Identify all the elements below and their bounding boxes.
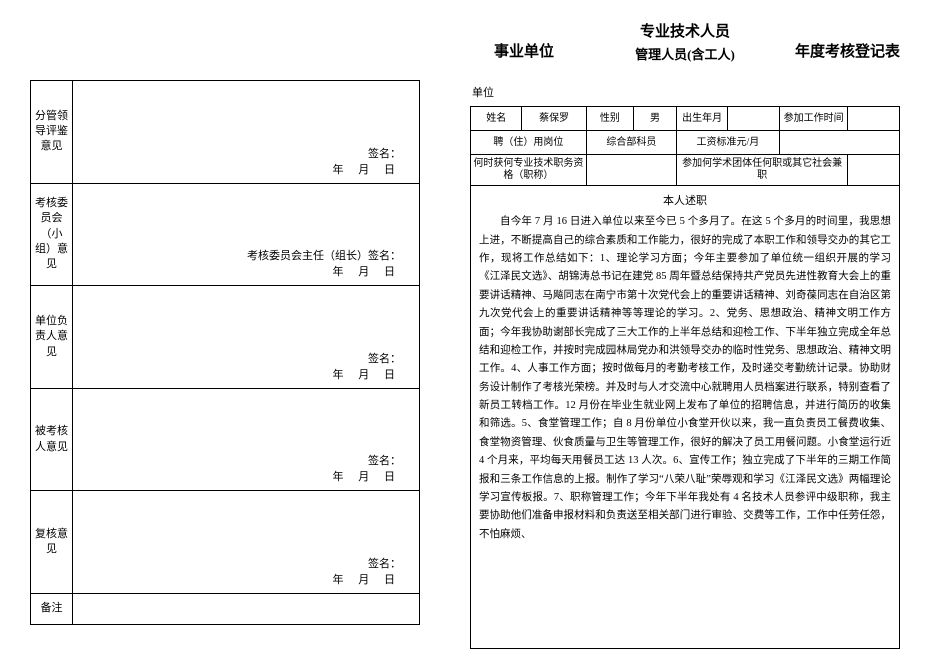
- content-committee: 考核委员会主任（组长）签名： 年 月 日: [73, 184, 419, 286]
- title-left: 事业单位: [494, 40, 554, 61]
- gender-label: 性别: [586, 107, 633, 131]
- row-review-opinion: 复核意见 签名： 年 月 日: [31, 491, 419, 594]
- post-label: 聘（住）用岗位: [471, 131, 587, 155]
- left-approval-table: 分管领导评鉴意见 签名： 年 月 日 考核委员会（小组）意见 考核委员会主任（组…: [30, 80, 420, 625]
- wage-label: 工资标准元/月: [676, 131, 779, 155]
- content-assessee: 签名： 年 月 日: [73, 389, 419, 491]
- label-remark: 备注: [31, 594, 73, 624]
- info-row-2: 聘（住）用岗位 综合部科员 工资标准元/月: [471, 131, 900, 155]
- sign-unit: 签名：: [368, 350, 401, 366]
- date-review: 年 月 日: [333, 571, 402, 587]
- form-title: 专业技术人员 事业单位 管理人员(含工人) 年度考核登记表: [470, 20, 900, 76]
- narrative-box: 本人述职 自今年 7 月 16 日进入单位以来至今已 5 个多月了。在这 5 个…: [470, 186, 900, 649]
- label-assessee: 被考核人意见: [31, 389, 73, 491]
- label-committee: 考核委员会（小组）意见: [31, 184, 73, 286]
- gender-value: 男: [634, 107, 677, 131]
- name-value: 蔡保罗: [522, 107, 586, 131]
- info-row-1: 姓名 蔡保罗 性别 男 出生年月 参加工作时间: [471, 107, 900, 131]
- content-review: 签名： 年 月 日: [73, 491, 419, 593]
- title-top: 专业技术人员: [640, 20, 730, 41]
- row-committee-opinion: 考核委员会（小组）意见 考核委员会主任（组长）签名： 年 月 日: [31, 184, 419, 287]
- joinwork-label: 参加工作时间: [779, 107, 848, 131]
- name-label: 姓名: [471, 107, 522, 131]
- assoc-label: 参加何学术团体任何职或其它社会兼职: [676, 155, 848, 186]
- sign-committee: 考核委员会主任（组长）签名：: [247, 247, 401, 263]
- row-leader-opinion: 分管领导评鉴意见 签名： 年 月 日: [31, 81, 419, 184]
- row-unit-opinion: 单位负责人意见 签名： 年 月 日: [31, 286, 419, 389]
- date-leader: 年 月 日: [333, 161, 402, 177]
- date-committee: 年 月 日: [333, 263, 402, 279]
- post-value: 综合部科员: [586, 131, 676, 155]
- sign-leader: 签名：: [368, 145, 401, 161]
- qual-value: [586, 155, 676, 186]
- wage-value: [779, 131, 899, 155]
- qual-label: 何时获何专业技术职务资格（职称）: [471, 155, 587, 186]
- joinwork-value: [848, 107, 900, 131]
- label-unit: 单位负责人意见: [31, 286, 73, 388]
- sign-review: 签名：: [368, 555, 401, 571]
- content-remark: [73, 594, 419, 624]
- unit-label: 单位: [470, 84, 900, 100]
- row-remark: 备注: [31, 594, 419, 624]
- label-review: 复核意见: [31, 491, 73, 593]
- label-leader: 分管领导评鉴意见: [31, 81, 73, 183]
- date-unit: 年 月 日: [333, 366, 402, 382]
- birth-label: 出生年月: [676, 107, 727, 131]
- date-assessee: 年 月 日: [333, 468, 402, 484]
- title-mid: 管理人员(含工人): [635, 44, 735, 63]
- title-right: 年度考核登记表: [795, 40, 900, 61]
- content-unit: 签名： 年 月 日: [73, 286, 419, 388]
- row-assessee-opinion: 被考核人意见 签名： 年 月 日: [31, 389, 419, 492]
- sign-assessee: 签名：: [368, 452, 401, 468]
- content-leader: 签名： 年 月 日: [73, 81, 419, 183]
- info-table: 姓名 蔡保罗 性别 男 出生年月 参加工作时间 聘（住）用岗位 综合部科员 工资…: [470, 106, 900, 186]
- birth-value: [728, 107, 779, 131]
- assoc-value: [848, 155, 900, 186]
- narrative-body: 自今年 7 月 16 日进入单位以来至今已 5 个多月了。在这 5 个多月的时间…: [479, 213, 891, 544]
- narrative-title: 本人述职: [479, 192, 891, 211]
- right-form: 专业技术人员 事业单位 管理人员(含工人) 年度考核登记表 单位 姓名 蔡保罗 …: [470, 20, 900, 649]
- info-row-3: 何时获何专业技术职务资格（职称） 参加何学术团体任何职或其它社会兼职: [471, 155, 900, 186]
